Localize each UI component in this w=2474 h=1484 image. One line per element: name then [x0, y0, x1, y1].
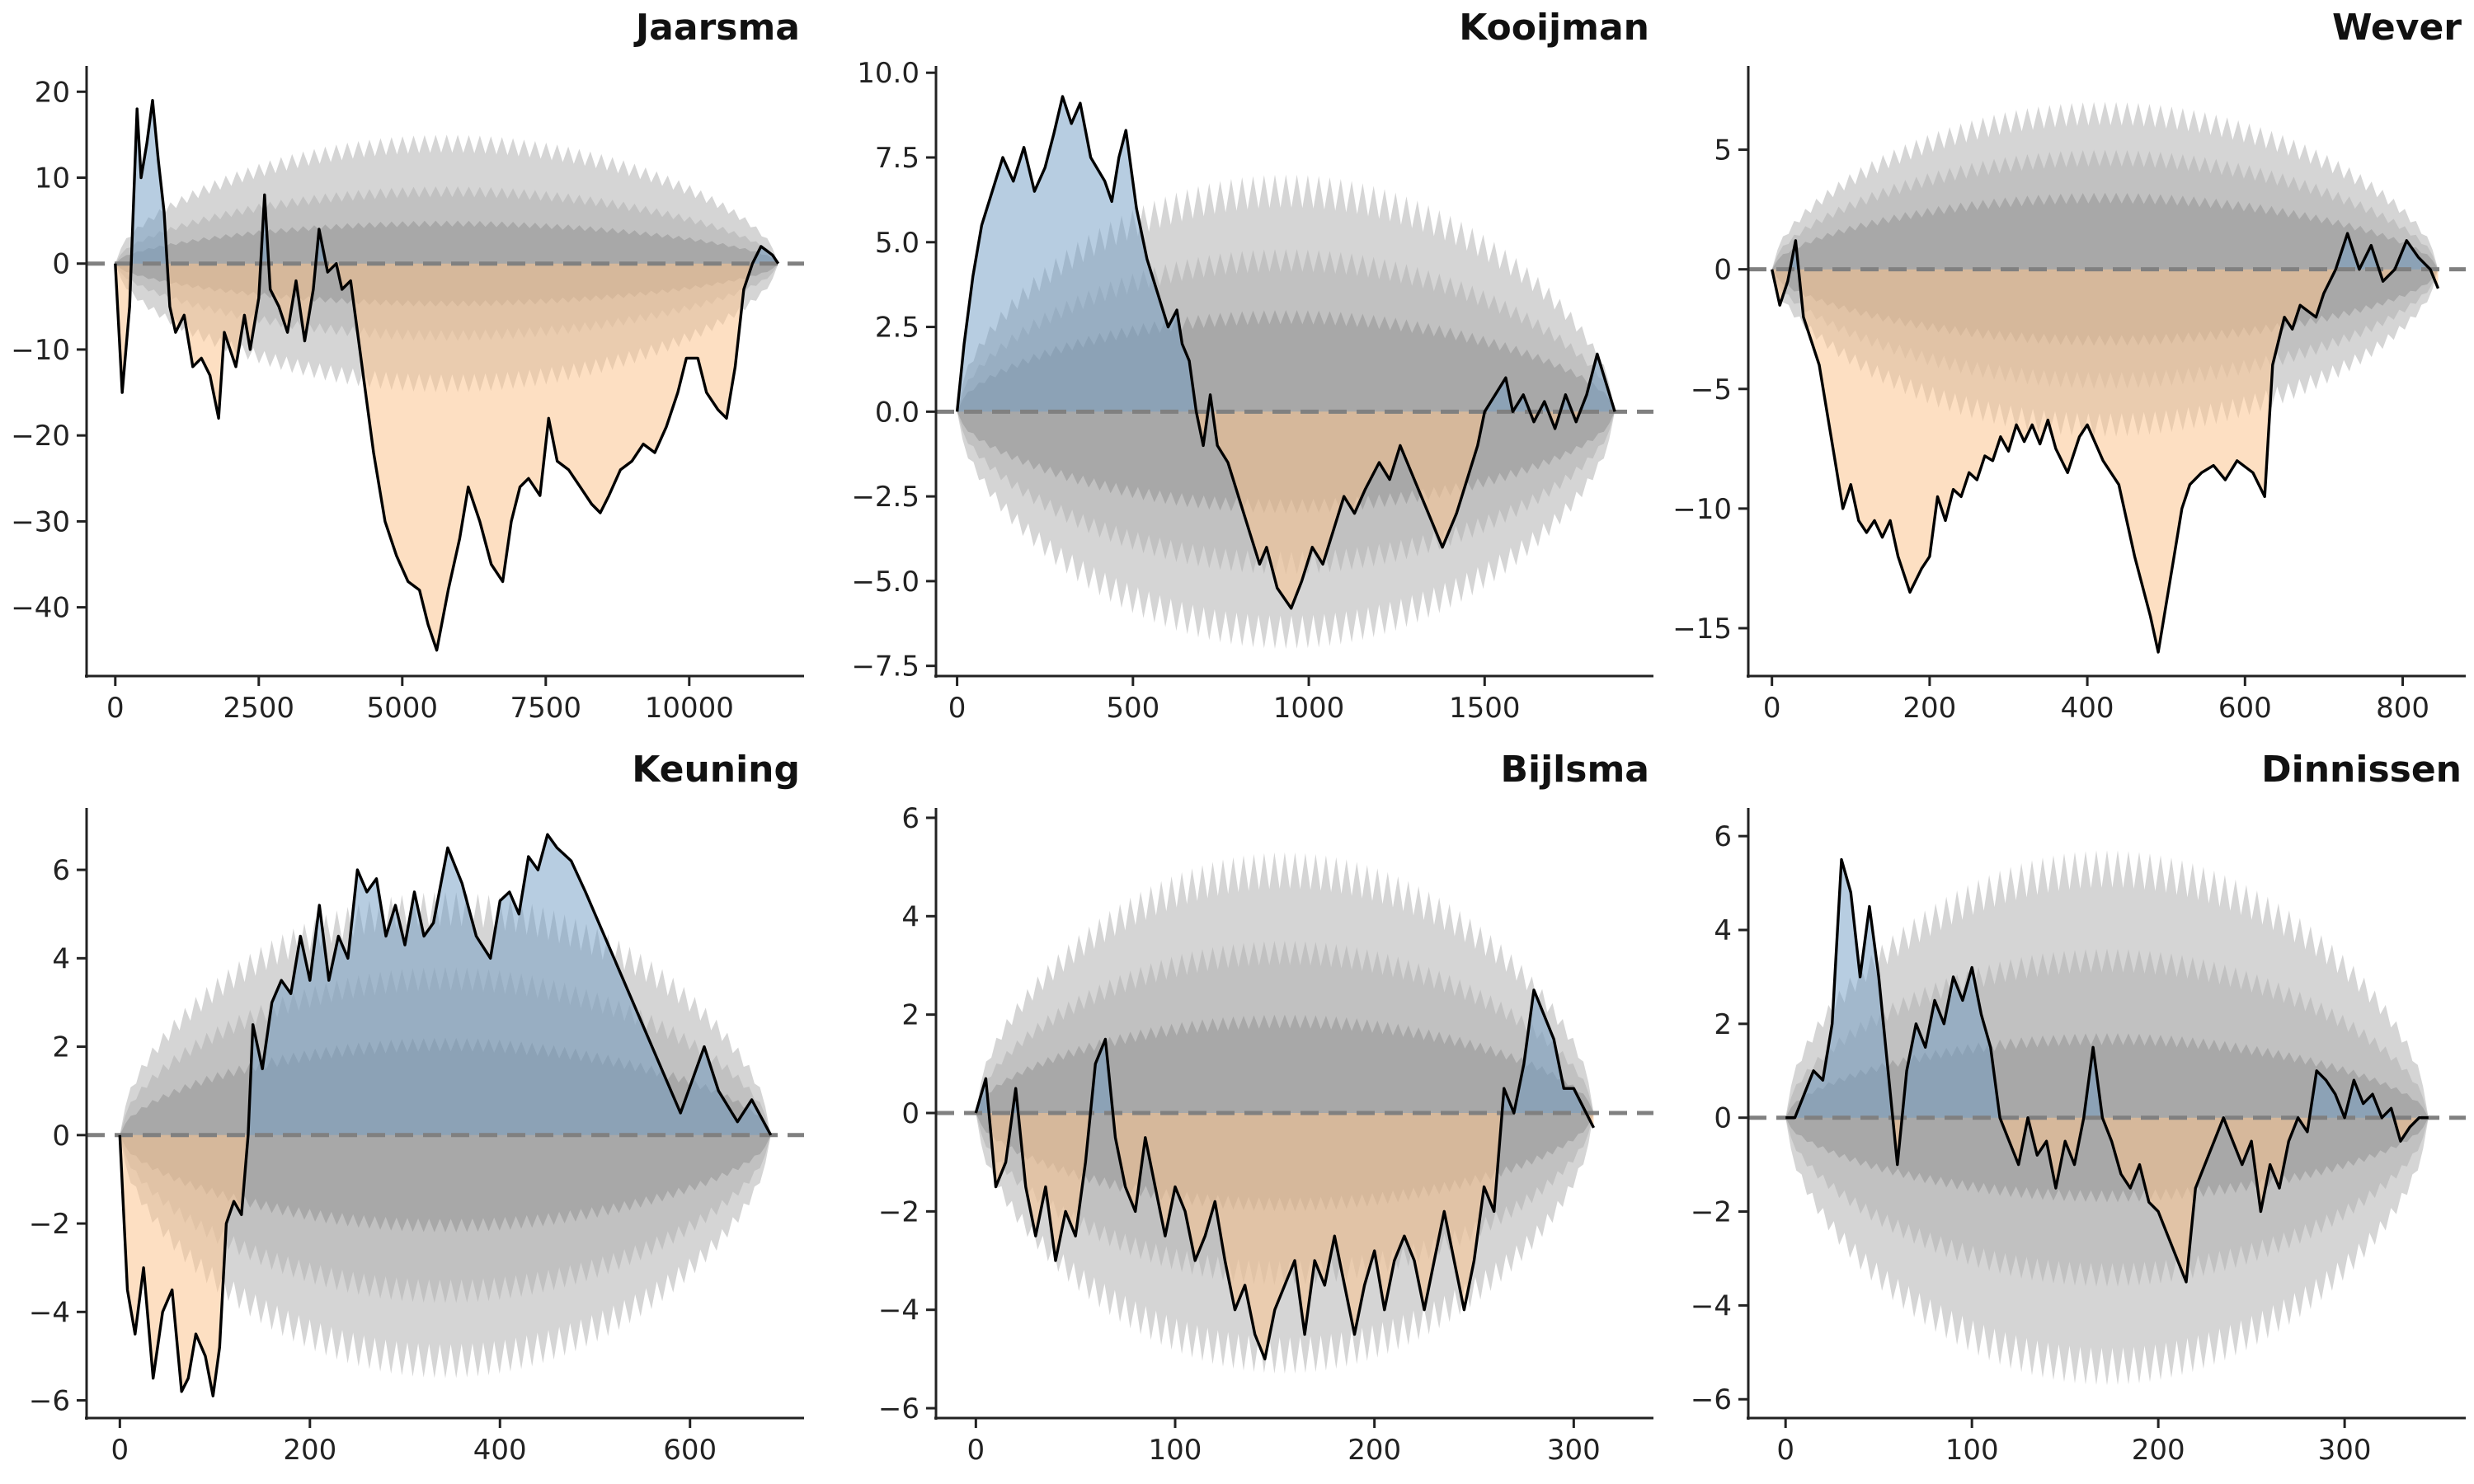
- walk-series-line: [114, 99, 780, 652]
- y-tick-label: 0: [901, 1097, 920, 1130]
- x-tick-label: 300: [1547, 1434, 1601, 1467]
- y-tick-label: 0: [1714, 254, 1732, 287]
- y-tick-label: 5: [1714, 134, 1732, 167]
- y-tick-label: −10: [11, 334, 70, 367]
- y-tick-label: −40: [11, 592, 70, 625]
- x-tick-label: 500: [1106, 692, 1159, 725]
- panel-bijlsma: 0 100 200 300 −6 −4 −2 0 2 4 6 Bijlsma: [878, 749, 1653, 1467]
- x-tick-label: 200: [283, 1434, 336, 1467]
- y-tick-label: 6: [901, 802, 920, 835]
- x-tick-label: 400: [2061, 692, 2114, 725]
- y-tick-label: −6: [878, 1392, 920, 1425]
- x-tick-label: 100: [1149, 1434, 1202, 1467]
- y-tick-label: 10: [35, 162, 70, 195]
- y-tick-label: −4: [29, 1296, 70, 1329]
- y-tick-label: 2: [1714, 1008, 1732, 1041]
- x-tick-label: 0: [948, 692, 967, 725]
- y-tick-label: −15: [1672, 613, 1732, 646]
- panel-title: Jaarsma: [633, 7, 800, 49]
- positive-area-fill: [1785, 861, 2429, 1118]
- x-tick-label: 0: [1763, 692, 1781, 725]
- y-tick-label: 6: [52, 854, 70, 887]
- y-tick-label: 4: [901, 900, 920, 933]
- panel-keuning: 0 200 400 600 −6 −4 −2 0 2 4 6 Keuning: [29, 749, 804, 1467]
- positive-area-fill: [120, 834, 771, 1135]
- panel-title: Keuning: [632, 749, 800, 791]
- y-tick-label: −20: [11, 420, 70, 453]
- x-tick-label: 0: [106, 692, 125, 725]
- y-tick-label: 2.5: [875, 312, 920, 345]
- positive-area-fill: [957, 97, 1616, 412]
- x-tick-label: 5000: [367, 692, 439, 725]
- y-tick-label: 2: [901, 999, 920, 1032]
- panel-title: Dinnissen: [2261, 749, 2462, 791]
- y-tick-label: 10.0: [857, 57, 920, 90]
- walk-series-line: [118, 833, 773, 1397]
- walk-series-line: [1785, 857, 2429, 1284]
- x-tick-label: 0: [1776, 1434, 1794, 1467]
- y-tick-label: −7.5: [851, 650, 920, 683]
- x-tick-label: 800: [2376, 692, 2429, 725]
- negative-area-fill: [957, 411, 1616, 608]
- y-tick-label: −6: [29, 1385, 70, 1418]
- y-tick-label: −2: [29, 1208, 70, 1241]
- negative-area-fill: [1785, 1117, 2429, 1281]
- y-tick-label: 5.0: [875, 227, 920, 260]
- negative-area-fill: [976, 1113, 1594, 1359]
- panel-jaarsma: 0 2500 5000 7500 10000 −40 −30 −20 −10 0 10 20 Jaars…: [11, 7, 804, 725]
- y-tick-label: 0: [1714, 1102, 1732, 1135]
- y-tick-label: −10: [1672, 493, 1732, 526]
- panel-title: Wever: [2332, 7, 2462, 49]
- y-tick-label: −30: [11, 505, 70, 538]
- y-tick-label: −5: [1691, 373, 1732, 406]
- y-tick-label: −5.0: [851, 566, 920, 599]
- y-tick-label: 6: [1714, 820, 1732, 853]
- positive-area-fill: [976, 993, 1594, 1113]
- panel-kooijman: 0 500 1000 1500 −7.5 −5.0 −2.5 0.0 2.5 5.0 7.5 10.0…: [851, 7, 1653, 725]
- x-tick-label: 1000: [1273, 692, 1345, 725]
- x-tick-label: 10000: [645, 692, 734, 725]
- y-tick-label: 7.5: [875, 142, 920, 175]
- walk-series-line: [974, 989, 1596, 1361]
- y-tick-label: 4: [1714, 914, 1732, 947]
- y-tick-label: 20: [35, 76, 70, 109]
- panel-title: Kooijman: [1459, 7, 1649, 49]
- y-tick-label: −4: [1691, 1289, 1732, 1322]
- negative-area-fill: [115, 263, 778, 650]
- y-tick-label: 0: [52, 248, 70, 281]
- panel-dinnissen: 0 100 200 300 −6 −4 −2 0 2 4 6 Dinnissen: [1691, 749, 2466, 1467]
- y-tick-label: 4: [52, 942, 70, 975]
- negative-area-fill: [120, 1134, 771, 1394]
- x-tick-label: 200: [1903, 692, 1956, 725]
- y-tick-label: 0.0: [875, 396, 920, 429]
- x-tick-label: 1500: [1449, 692, 1521, 725]
- x-tick-label: 2500: [223, 692, 295, 725]
- y-tick-label: −2.5: [851, 481, 920, 514]
- panel-wever: 0 200 400 600 800 −15 −10 −5 0 5 Wever: [1672, 7, 2466, 725]
- x-tick-label: 0: [967, 1434, 985, 1467]
- y-tick-label: 2: [52, 1031, 70, 1064]
- y-tick-label: −4: [878, 1294, 920, 1327]
- x-tick-label: 200: [1348, 1434, 1401, 1467]
- x-tick-label: 300: [2318, 1434, 2372, 1467]
- x-tick-label: 100: [1945, 1434, 1999, 1467]
- x-tick-label: 0: [111, 1434, 129, 1467]
- y-tick-label: −2: [1691, 1196, 1732, 1229]
- y-tick-label: −2: [878, 1195, 920, 1228]
- panel-title: Bijlsma: [1500, 749, 1649, 791]
- x-tick-label: 600: [2218, 692, 2272, 725]
- y-tick-label: −6: [1691, 1383, 1732, 1416]
- positive-area-fill: [1771, 235, 2439, 270]
- walk-series-line: [955, 95, 1616, 610]
- x-tick-label: 7500: [510, 692, 582, 725]
- x-tick-label: 200: [2132, 1434, 2185, 1467]
- walk-series-line: [1771, 232, 2440, 654]
- y-tick-label: 0: [52, 1120, 70, 1153]
- x-tick-label: 400: [473, 1434, 527, 1467]
- x-tick-label: 600: [663, 1434, 717, 1467]
